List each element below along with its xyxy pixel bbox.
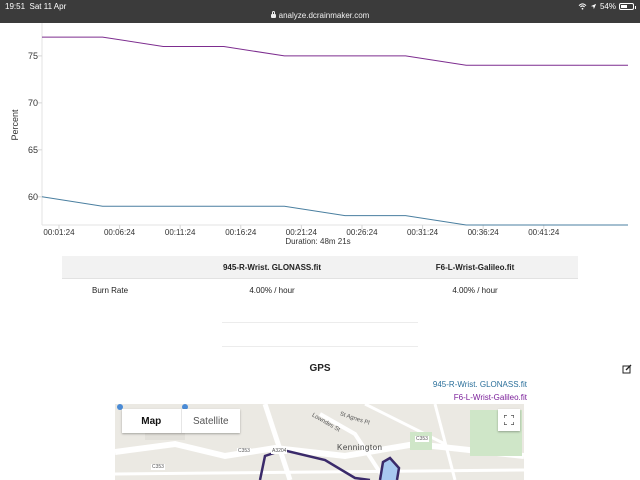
location-arrow-icon: [590, 3, 597, 10]
table-header-cell: F6-L-Wrist-Galileo.fit: [372, 256, 578, 279]
series-line-galileo: [42, 37, 628, 65]
x-tick-label: 00:01:24: [43, 228, 75, 237]
map-type-switcher: Map Satellite: [122, 409, 240, 433]
divider: [222, 346, 418, 347]
y-tick-label: 60: [28, 192, 38, 202]
status-right: 54%: [578, 2, 634, 11]
map-tab-map[interactable]: Map: [122, 409, 181, 433]
x-axis-label: Duration: 48m 21s: [285, 237, 350, 246]
address-bar[interactable]: analyze.dcrainmaker.com: [0, 11, 640, 20]
x-tick-label: 00:31:24: [407, 228, 439, 237]
status-time: 19:51 Sat 11 Apr: [5, 2, 66, 11]
x-tick-label: 00:11:24: [165, 228, 196, 237]
legend-item-series-b[interactable]: F6-L-Wrist-Galileo.fit: [454, 393, 527, 402]
table-cell: Burn Rate: [62, 279, 172, 302]
y-axis-ticks: 75 70 65 60: [28, 51, 42, 202]
x-tick-label: 00:21:24: [286, 228, 318, 237]
date: Sat 11 Apr: [29, 2, 66, 11]
y-tick-label: 70: [28, 98, 38, 108]
wifi-icon: [578, 3, 587, 10]
stats-table: 945-R-Wrist. GLONASS.fit F6-L-Wrist-Gali…: [62, 256, 578, 301]
series-lines: [42, 37, 628, 225]
map-tab-satellite[interactable]: Satellite: [181, 409, 241, 433]
map-road-label: A3204: [271, 448, 287, 454]
fullscreen-button[interactable]: [498, 409, 520, 431]
y-tick-label: 65: [28, 145, 38, 155]
x-tick-label: 00:16:24: [225, 228, 257, 237]
divider: [222, 322, 418, 323]
status-bar: 19:51 Sat 11 Apr analyze.dcrainmaker.com…: [0, 0, 640, 23]
x-tick-label: 00:26:24: [346, 228, 378, 237]
gps-section-title: GPS: [0, 363, 640, 374]
gps-map[interactable]: St Agnes Pl Lowndes St A3204 C353 C353 C…: [115, 404, 524, 480]
table-row: Burn Rate 4.00% / hour 4.00% / hour: [62, 279, 578, 302]
table-header-cell: [62, 256, 172, 279]
table-cell: 4.00% / hour: [172, 279, 372, 302]
map-place-label: Kennington: [337, 443, 382, 452]
x-tick-label: 00:41:24: [528, 228, 560, 237]
battery-chart: 75 70 65 60 00:01:24 00:06:24 00:11:24 00:16:2…: [0, 23, 640, 248]
fullscreen-icon: [504, 415, 514, 425]
edit-icon[interactable]: [622, 364, 632, 374]
map-road-label: C353: [415, 436, 429, 442]
legend-item-series-a[interactable]: 945-R-Wrist. GLONASS.fit: [433, 380, 527, 389]
x-tick-label: 00:36:24: [468, 228, 500, 237]
y-axis-label: Percent: [10, 109, 20, 141]
battery-fill: [621, 5, 627, 8]
battery-percent: 54%: [600, 2, 616, 11]
map-road-label: C353: [237, 448, 251, 454]
x-tick-label: 00:06:24: [104, 228, 136, 237]
clock: 19:51: [5, 2, 25, 11]
table-header-cell: 945-R-Wrist. GLONASS.fit: [172, 256, 372, 279]
table-header-row: 945-R-Wrist. GLONASS.fit F6-L-Wrist-Gali…: [62, 256, 578, 279]
x-axis-ticks: 00:01:24 00:06:24 00:11:24 00:16:24 00:21:24…: [43, 225, 559, 237]
lock-icon: [271, 14, 276, 18]
y-tick-label: 75: [28, 51, 38, 61]
url-text: analyze.dcrainmaker.com: [279, 11, 370, 20]
table-cell: 4.00% / hour: [372, 279, 578, 302]
series-line-glonass: [42, 197, 628, 225]
battery-icon: [619, 3, 634, 10]
map-road-label: C353: [151, 464, 165, 470]
